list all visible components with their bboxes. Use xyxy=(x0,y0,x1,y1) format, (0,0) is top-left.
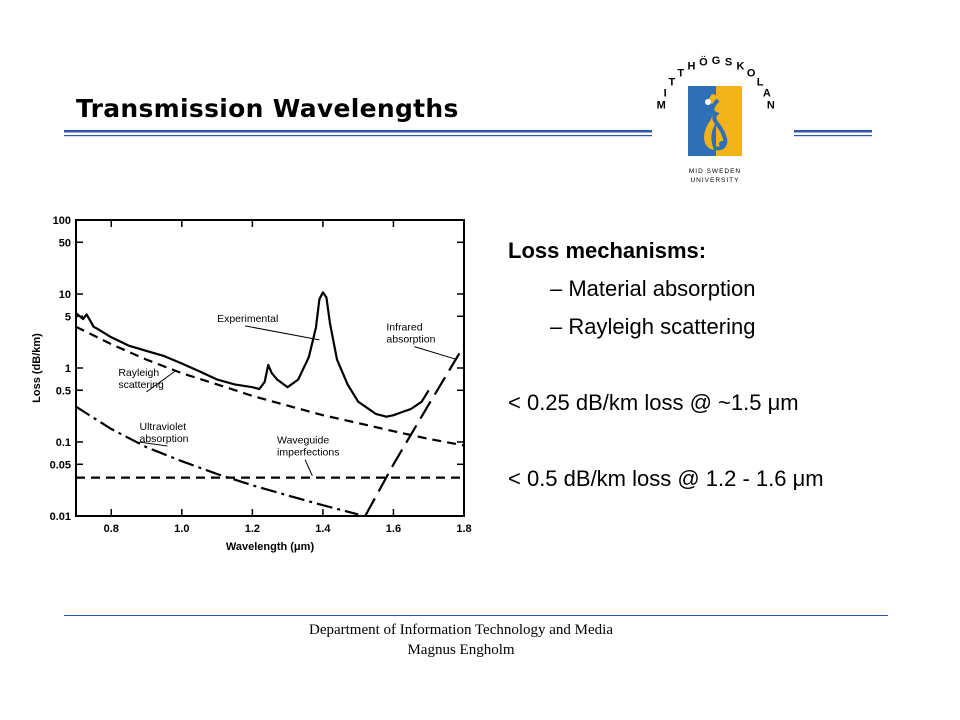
university-logo: MITTH Ö G S KOLA N MID SWEDEN UNIVERSITY xyxy=(657,55,775,184)
logo-letter: T xyxy=(669,77,676,89)
annotation-label: Experimental xyxy=(217,313,278,325)
x-axis-label: Wavelength (μm) xyxy=(226,541,315,553)
x-tick-label: 1.6 xyxy=(386,523,401,535)
logo-letter: O xyxy=(747,68,756,80)
annotation-label: Ultraviolet absorption xyxy=(139,421,188,445)
logo-caption-1: MID SWEDEN xyxy=(689,168,741,175)
slide-title: Transmission Wavelengths xyxy=(76,94,459,123)
annotation-pointer xyxy=(146,370,176,393)
footer-author: Magnus Engholm xyxy=(407,642,515,658)
logo-letter: L xyxy=(757,77,764,89)
footer-rule xyxy=(64,615,888,616)
bullets-heading: Loss mechanisms: xyxy=(508,238,707,263)
annotation-pointer xyxy=(304,459,313,476)
note-line: < 0.5 dB/km loss @ 1.2 - 1.6 μm xyxy=(508,466,824,491)
y-tick-label: 5 xyxy=(65,311,71,323)
logo-letter: K xyxy=(737,61,745,73)
title-rule xyxy=(64,130,872,137)
logo-letter: G xyxy=(712,55,721,67)
logo-letter: S xyxy=(725,56,732,68)
x-tick-label: 1.0 xyxy=(174,523,189,535)
series-line-experimental xyxy=(75,291,430,418)
x-tick-label: 0.8 xyxy=(104,523,119,535)
logo-letter: H xyxy=(688,61,696,73)
y-tick-label: 0.01 xyxy=(50,511,71,523)
y-tick-label: 0.1 xyxy=(56,437,71,449)
loss-chart: 100 50 10 5 1 0.5 0.1 0.05 0.01 0.8 1.0 1.2 1.4 1.6 1.… xyxy=(31,215,472,553)
annotation-pointer xyxy=(414,346,458,361)
y-tick-label: 50 xyxy=(59,237,71,249)
bullet-item: – Rayleigh scattering xyxy=(550,314,756,339)
annotation-label: Infrared absorption xyxy=(386,322,435,346)
logo-arc-text: MITTH Ö G S KOLA N xyxy=(657,55,775,111)
y-tick-label: 100 xyxy=(53,215,71,227)
annotation-pointer xyxy=(139,441,168,447)
y-axis-label: Loss (dB/km) xyxy=(31,333,43,403)
logo-letter: A xyxy=(763,87,771,99)
bullet-item: – Material absorption xyxy=(550,276,756,301)
y-tick-label: 1 xyxy=(65,363,71,375)
logo-letter: Ö xyxy=(699,55,708,68)
footer: Department of Information Technology and… xyxy=(0,620,922,660)
footer-department: Department of Information Technology and… xyxy=(309,622,613,638)
annotation-label: Waveguide imperfections xyxy=(277,435,339,459)
logo-letter: I xyxy=(664,87,667,99)
logo-caption-2: UNIVERSITY xyxy=(690,177,739,184)
annotation-pointer xyxy=(244,325,320,341)
logo-letter: M xyxy=(657,99,666,111)
logo-letter: N xyxy=(767,99,775,111)
y-tick-label: 0.05 xyxy=(50,459,71,471)
annotation-label: Rayleigh scattering xyxy=(118,367,164,391)
logo-letter: T xyxy=(677,68,684,80)
x-tick-label: 1.4 xyxy=(315,523,331,535)
y-tick-label: 0.5 xyxy=(56,385,71,397)
note-line: < 0.25 dB/km loss @ ~1.5 μm xyxy=(508,390,799,415)
x-tick-label: 1.8 xyxy=(456,523,471,535)
bullet-list: Loss mechanisms: – Material absorption –… xyxy=(508,232,824,498)
series-line-ultraviolet-absorption xyxy=(75,405,359,516)
x-tick-label: 1.2 xyxy=(245,523,260,535)
series-line-infrared-absorption xyxy=(364,345,465,517)
y-tick-label: 10 xyxy=(59,289,71,301)
